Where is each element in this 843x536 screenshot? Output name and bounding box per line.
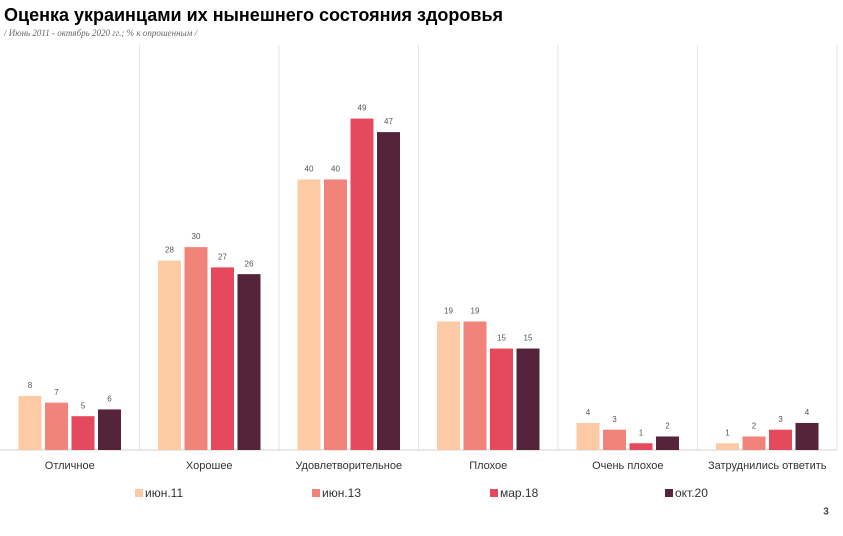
data-label: 3 xyxy=(612,415,617,424)
data-label: 19 xyxy=(471,307,480,316)
bar xyxy=(463,321,487,450)
data-label: 3 xyxy=(778,415,783,424)
bar xyxy=(71,416,95,450)
legend-label: мар.18 xyxy=(500,486,539,500)
data-label: 1 xyxy=(639,428,644,437)
x-tick-label: Хорошее xyxy=(186,460,233,472)
legend-label: июн.13 xyxy=(322,486,361,500)
data-label: 26 xyxy=(245,259,254,268)
x-tick-label: Затруднились ответить xyxy=(708,460,827,472)
page-number: 3 xyxy=(823,507,829,518)
data-label: 15 xyxy=(524,334,533,343)
bar xyxy=(184,247,208,450)
data-label: 47 xyxy=(384,117,393,126)
data-label: 6 xyxy=(107,395,112,404)
bar xyxy=(516,348,540,450)
bar xyxy=(45,402,68,450)
bar xyxy=(795,422,819,450)
data-label: 19 xyxy=(444,307,453,316)
legend-swatch xyxy=(312,489,320,497)
data-label: 7 xyxy=(54,388,59,397)
data-label: 8 xyxy=(28,381,33,390)
legend-swatch xyxy=(135,489,143,497)
legend-swatch xyxy=(665,489,673,497)
bar xyxy=(656,436,679,450)
bar xyxy=(158,260,181,450)
x-tick-label: Плохое xyxy=(469,460,507,472)
bar xyxy=(350,118,374,450)
data-label: 28 xyxy=(165,246,174,255)
bar xyxy=(297,179,321,451)
data-label: 1 xyxy=(725,428,730,437)
bar xyxy=(629,443,653,450)
data-label: 15 xyxy=(497,334,506,343)
data-label: 2 xyxy=(752,422,757,431)
x-tick-label: Отличное xyxy=(45,460,95,472)
legend-label: окт.20 xyxy=(675,486,708,500)
bar xyxy=(18,395,42,450)
data-label: 49 xyxy=(358,104,367,113)
data-label: 30 xyxy=(192,232,201,241)
data-label: 2 xyxy=(665,422,670,431)
x-tick-label: Удовлетворительное xyxy=(295,460,402,472)
bar xyxy=(437,321,460,450)
bar xyxy=(716,443,739,450)
bar xyxy=(603,429,626,450)
legend-label: июн.11 xyxy=(145,486,183,500)
bar xyxy=(377,132,400,451)
legend-swatch xyxy=(490,489,498,497)
bar xyxy=(769,429,792,450)
bar xyxy=(490,348,513,450)
x-tick-label: Очень плохое xyxy=(592,460,663,472)
data-label: 4 xyxy=(805,408,810,417)
data-label: 5 xyxy=(81,401,86,410)
data-label: 40 xyxy=(331,165,340,174)
bar xyxy=(742,436,766,450)
bar xyxy=(211,267,234,450)
bar xyxy=(324,179,347,451)
bar xyxy=(576,422,600,450)
data-label: 4 xyxy=(586,408,591,417)
data-label: 40 xyxy=(305,165,314,174)
bar xyxy=(98,409,121,450)
data-label: 27 xyxy=(218,252,227,261)
chart-title: Оценка украинцами их нынешнего состояния… xyxy=(4,5,503,25)
chart-subtitle: / Июнь 2011 - октябрь 2020 гг.; % к опро… xyxy=(3,28,199,38)
bar xyxy=(237,274,261,450)
